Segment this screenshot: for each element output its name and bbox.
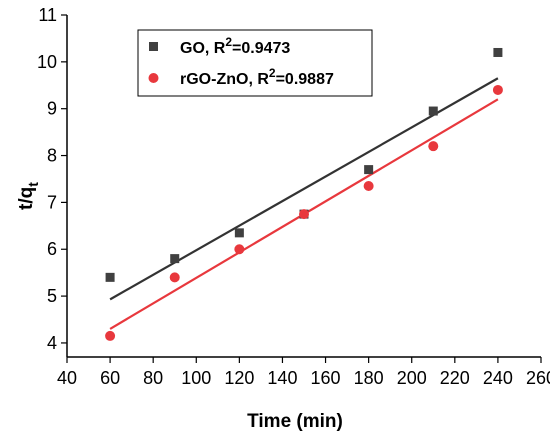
y-tick-label: 10 bbox=[37, 52, 57, 72]
point-rgo-zno bbox=[299, 209, 309, 220]
legend-label-rgo-zno-name: rGO-ZnO, R bbox=[180, 71, 269, 88]
x-tick-label: 40 bbox=[57, 368, 77, 388]
legend-box bbox=[137, 29, 373, 97]
y-tick-label: 8 bbox=[47, 146, 57, 166]
y-axis-title-main: t/q bbox=[16, 187, 37, 210]
x-tick-label: 260 bbox=[526, 368, 550, 388]
x-tick-label: 140 bbox=[267, 368, 297, 388]
x-tick-label: 240 bbox=[483, 368, 513, 388]
legend-label-go-value: =0.9473 bbox=[232, 40, 290, 57]
legend-marker-rgo-zno bbox=[148, 73, 159, 83]
point-go bbox=[170, 254, 180, 264]
point-go bbox=[234, 228, 244, 238]
legend-label-go-name: GO, R bbox=[180, 40, 226, 57]
point-rgo-zno bbox=[105, 330, 116, 341]
x-tick-label: 100 bbox=[181, 368, 211, 388]
y-tick-label: 7 bbox=[47, 192, 57, 212]
y-tick-label: 9 bbox=[47, 99, 57, 119]
point-rgo-zno bbox=[169, 272, 180, 283]
point-go bbox=[364, 165, 374, 175]
point-rgo-zno bbox=[428, 141, 439, 152]
data-points bbox=[105, 47, 503, 341]
y-tick-label: 11 bbox=[38, 5, 57, 25]
legend-label-go-sup: 2 bbox=[225, 35, 232, 49]
fit-lines bbox=[109, 77, 499, 330]
x-tick-label: 160 bbox=[311, 368, 341, 388]
legend-label-rgo-zno-sup: 2 bbox=[269, 66, 276, 80]
x-tick-label: 60 bbox=[100, 368, 120, 388]
legend-label-rgo-zno-value: =0.9887 bbox=[276, 71, 334, 88]
x-tick-label: 120 bbox=[224, 368, 254, 388]
x-tick-label: 80 bbox=[143, 368, 163, 388]
legend-label-rgo-zno: rGO-ZnO, R2=0.9887 bbox=[180, 66, 334, 88]
legend: GO, R2=0.9473 rGO-ZnO, R2=0.9887 bbox=[137, 29, 373, 97]
point-go bbox=[493, 47, 503, 57]
x-tick-label: 200 bbox=[397, 368, 427, 388]
point-go bbox=[428, 106, 438, 116]
y-tick-label: 5 bbox=[47, 286, 57, 306]
point-rgo-zno bbox=[492, 84, 503, 95]
y-axis-title: t/qt bbox=[16, 182, 41, 210]
x-tick-label: 180 bbox=[354, 368, 384, 388]
point-rgo-zno bbox=[363, 181, 374, 191]
point-rgo-zno bbox=[234, 244, 245, 255]
x-tick-label: 220 bbox=[440, 368, 470, 388]
x-axis-title: Time (min) bbox=[247, 411, 343, 432]
fit-line-go bbox=[109, 77, 499, 301]
legend-label-go: GO, R2=0.9473 bbox=[180, 35, 290, 57]
axis-ticks: 40 60 80 100 120 140 160 180 200 220 240 260 4 5 6 7 8 9 1… bbox=[37, 5, 550, 388]
y-tick-label: 4 bbox=[47, 333, 57, 353]
legend-marker-go bbox=[149, 42, 158, 51]
axes bbox=[66, 15, 541, 358]
y-axis-title-sub: t bbox=[25, 182, 41, 187]
y-tick-label: 6 bbox=[47, 239, 57, 259]
point-go bbox=[105, 272, 115, 282]
